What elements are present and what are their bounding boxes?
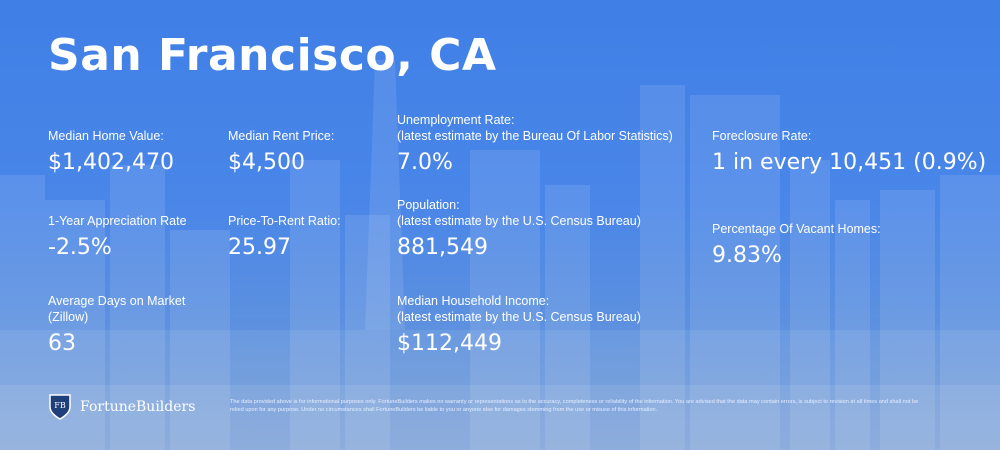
- shield-icon: FB: [49, 394, 71, 420]
- price-to-rent-stat: Price-To-Rent Ratio: 25.97: [228, 213, 341, 260]
- logo-initials: FB: [54, 401, 66, 410]
- stat-value: 881,549: [397, 235, 488, 260]
- unemployment-rate-stat: Unemployment Rate: (latest estimate by t…: [397, 112, 673, 175]
- stat-label: Foreclosure Rate:: [712, 129, 812, 143]
- stat-value: -2.5%: [48, 235, 112, 260]
- stat-value: $112,449: [397, 331, 502, 356]
- page-title: San Francisco, CA: [48, 30, 497, 81]
- population-stat: Population: (latest estimate by the U.S.…: [397, 197, 641, 260]
- stat-label: Average Days on Market: [48, 294, 186, 308]
- stat-sublabel: (latest estimate by the U.S. Census Bure…: [397, 310, 641, 324]
- days-on-market-stat: Average Days on Market (Zillow) 63: [48, 293, 185, 356]
- stat-value: $4,500: [228, 150, 305, 175]
- stat-sublabel: (latest estimate by the U.S. Census Bure…: [397, 214, 641, 228]
- stat-sublabel: (latest estimate by the Bureau Of Labor …: [397, 129, 673, 143]
- stat-label: Median Household Income:: [397, 294, 550, 308]
- stat-value: $1,402,470: [48, 150, 174, 175]
- stat-label: Median Rent Price:: [228, 129, 335, 143]
- appreciation-rate-stat: 1-Year Appreciation Rate -2.5%: [48, 213, 187, 260]
- stat-label: 1-Year Appreciation Rate: [48, 214, 187, 228]
- stat-sublabel: (Zillow): [48, 310, 89, 324]
- fortunebuilders-logo: FB FortuneBuilders: [48, 393, 195, 421]
- stat-value: 9.83%: [712, 243, 782, 268]
- brand-name: FortuneBuilders: [80, 399, 196, 415]
- stat-value: 1 in every 10,451 (0.9%): [712, 150, 987, 175]
- stat-label: Population:: [397, 198, 460, 212]
- median-home-value-stat: Median Home Value: $1,402,470: [48, 128, 174, 175]
- stat-value: 63: [48, 331, 76, 356]
- stat-value: 25.97: [228, 235, 291, 260]
- stat-label: Price-To-Rent Ratio:: [228, 214, 341, 228]
- vacant-homes-stat: Percentage Of Vacant Homes: 9.83%: [712, 221, 881, 268]
- stat-label: Percentage Of Vacant Homes:: [712, 222, 881, 236]
- median-rent-price-stat: Median Rent Price: $4,500: [228, 128, 334, 175]
- stat-label: Median Home Value:: [48, 129, 164, 143]
- stat-label: Unemployment Rate:: [397, 113, 515, 127]
- household-income-stat: Median Household Income: (latest estimat…: [397, 293, 641, 356]
- foreclosure-rate-stat: Foreclosure Rate: 1 in every 10,451 (0.9…: [712, 128, 986, 175]
- disclaimer-text: The data provided above is for informati…: [230, 399, 919, 413]
- stat-value: 7.0%: [397, 150, 453, 175]
